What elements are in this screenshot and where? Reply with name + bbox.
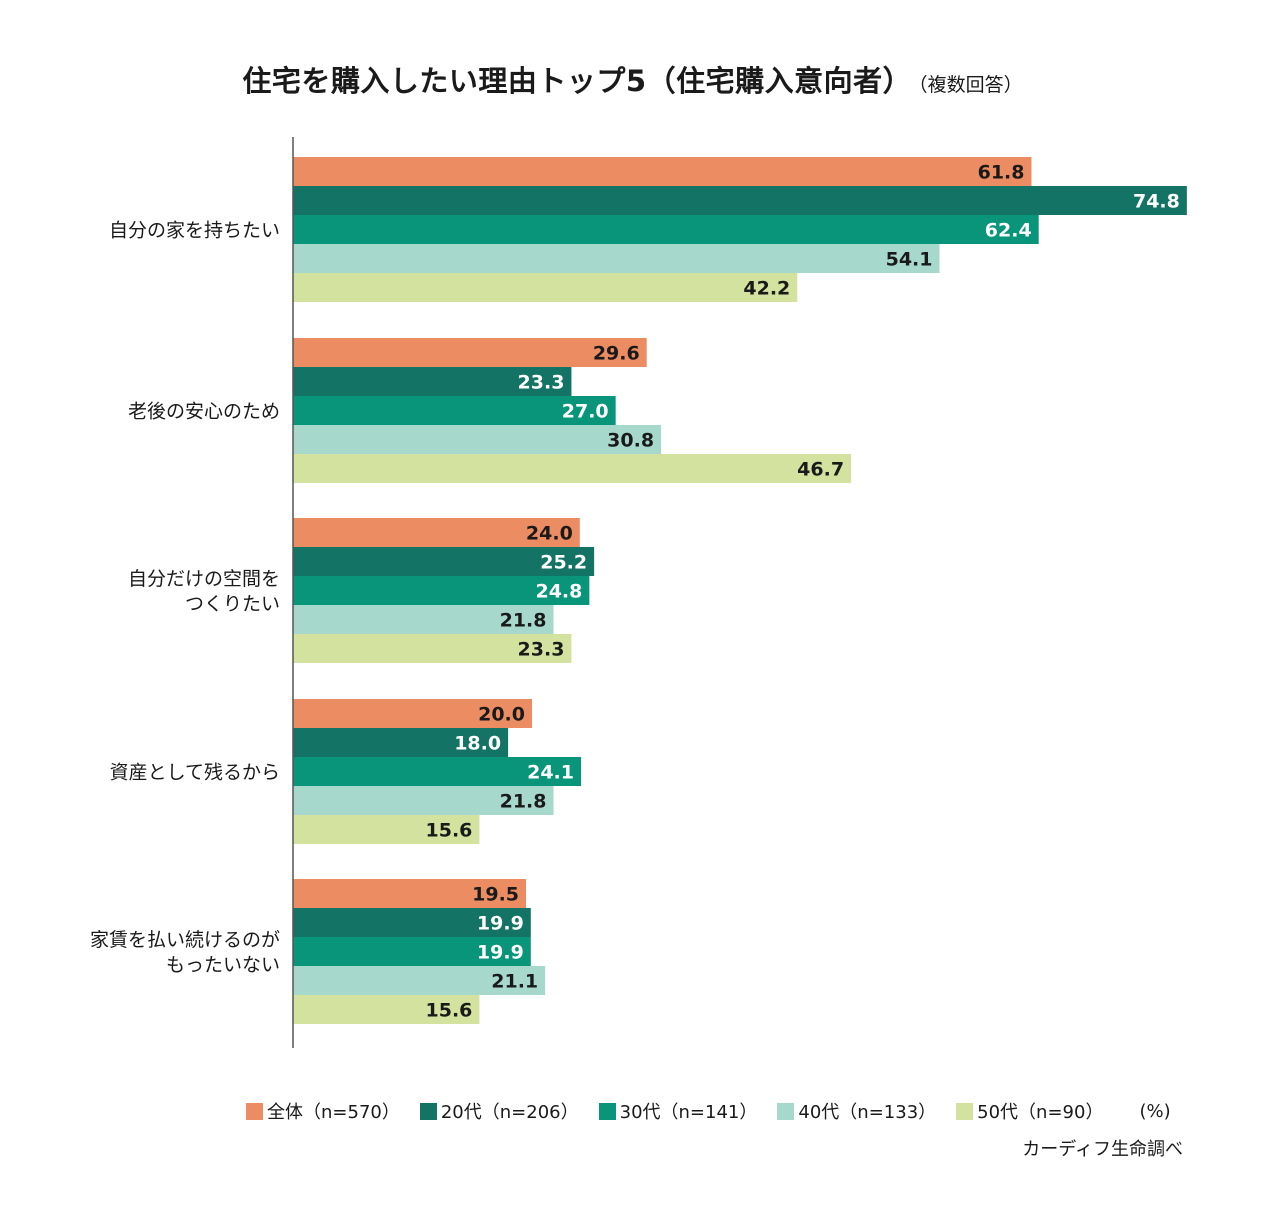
chart-title: 住宅を購入したい理由トップ5（住宅購入意向者） （複数回答）	[0, 58, 1265, 100]
data-label-1-1: 61.8	[978, 162, 1025, 184]
category-label-5-line-2: もったいない	[166, 954, 280, 976]
bar-3-4	[293, 605, 554, 634]
data-label-1-3: 62.4	[985, 220, 1032, 242]
bar-2-5	[293, 454, 852, 483]
bar-2-4	[293, 425, 662, 454]
data-label-1-5: 42.2	[743, 278, 790, 300]
category-label-3-line-2: つくりたい	[185, 593, 280, 615]
data-label-4-5: 15.6	[426, 820, 473, 842]
bar-3-5	[293, 634, 572, 663]
data-label-1-2: 74.8	[1133, 191, 1180, 213]
category-label-5-line-1: 家賃を払い続けるのが	[90, 929, 280, 951]
unit-label: (%)	[1139, 1100, 1171, 1122]
data-label-5-5: 15.6	[426, 1000, 473, 1022]
bar-5-1	[293, 879, 527, 908]
data-label-3-5: 23.3	[518, 639, 565, 661]
legend-item-3: 30代（n=141）	[598, 1098, 758, 1124]
bar-2-3	[293, 396, 616, 425]
legend-label: 全体（n=570）	[267, 1102, 400, 1123]
legend-swatch	[777, 1102, 795, 1120]
data-label-3-3: 24.8	[535, 581, 582, 603]
legend-label: 50代（n=90）	[977, 1102, 1104, 1123]
bar-1-5	[293, 273, 798, 302]
data-label-5-2: 19.9	[477, 913, 524, 935]
bar-3-1	[293, 518, 580, 547]
category-label-3-line-1: 自分だけの空間を	[128, 568, 280, 590]
data-label-2-1: 29.6	[593, 343, 640, 365]
legend-item-2: 20代（n=206）	[419, 1098, 579, 1124]
chart-legend: 全体（n=570） 20代（n=206） 30代（n=141） 40代（n=133） 5…	[246, 1098, 1171, 1124]
category-label-4: 資産として残るから	[110, 762, 280, 784]
data-label-4-1: 20.0	[478, 704, 525, 726]
data-label-3-1: 24.0	[526, 523, 573, 545]
legend-label: 20代（n=206）	[440, 1102, 579, 1123]
legend-label: 30代（n=141）	[619, 1102, 758, 1123]
data-label-5-4: 21.1	[491, 971, 538, 993]
legend-swatch	[956, 1102, 974, 1120]
data-label-2-5: 46.7	[797, 459, 844, 481]
bar-3-2	[293, 547, 595, 576]
data-label-4-2: 18.0	[454, 733, 501, 755]
bar-1-2	[293, 186, 1187, 215]
legend-item-4: 40代（n=133）	[777, 1098, 936, 1124]
bar-2-1	[293, 338, 647, 367]
data-label-2-3: 27.0	[562, 401, 609, 423]
bar-1-3	[293, 215, 1039, 244]
bar-1-4	[293, 244, 940, 273]
bar-5-4	[293, 966, 546, 995]
data-label-4-4: 21.8	[500, 791, 547, 813]
bar-4-5	[293, 815, 480, 844]
legend-swatch	[419, 1102, 437, 1120]
source-note: カーディフ生命調べ	[1022, 1139, 1183, 1160]
bar-3-3	[293, 576, 590, 605]
bar-5-2	[293, 908, 531, 937]
data-label-2-4: 30.8	[607, 430, 654, 452]
data-label-2-2: 23.3	[518, 372, 565, 394]
data-label-3-4: 21.8	[500, 610, 547, 632]
data-label-4-3: 24.1	[527, 762, 574, 784]
chart-subtitle: （複数回答）	[918, 74, 1023, 96]
legend-item-5: 50代（n=90）	[956, 1098, 1103, 1124]
bar-4-3	[293, 757, 581, 786]
data-label-3-2: 25.2	[540, 552, 587, 574]
legend-label: 40代（n=133）	[798, 1102, 937, 1123]
legend-swatch	[598, 1102, 616, 1120]
bar-4-2	[293, 728, 509, 757]
data-label-5-1: 19.5	[472, 884, 519, 906]
data-label-5-3: 19.9	[477, 942, 524, 964]
legend-swatch	[246, 1102, 263, 1120]
chart-title-main: 住宅を購入したい理由トップ5（住宅購入意向者）	[242, 64, 913, 98]
legend-item-1: 全体（n=570）	[246, 1098, 400, 1124]
bar-4-1	[293, 699, 532, 728]
bar-2-2	[293, 367, 572, 396]
data-label-1-4: 54.1	[886, 249, 933, 271]
bar-5-3	[293, 937, 531, 966]
bar-1-1	[293, 157, 1032, 186]
bar-4-4	[293, 786, 554, 815]
category-label-1: 自分の家を持ちたい	[109, 220, 280, 242]
category-label-2: 老後の安心のため	[128, 401, 280, 423]
bar-5-5	[293, 995, 480, 1024]
